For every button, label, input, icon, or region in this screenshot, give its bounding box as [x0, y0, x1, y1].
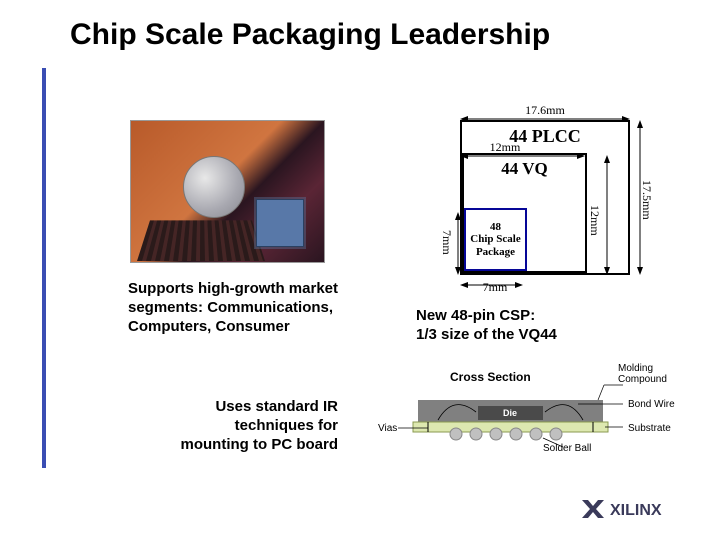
csp-line2: 1/3 size of the VQ44 — [416, 326, 557, 343]
page-title: Chip Scale Packaging Leadership — [0, 0, 720, 52]
csp-caption: New 48-pin CSP: 1/3 size of the VQ44 — [416, 307, 557, 345]
cross-section-diagram: Die — [368, 382, 678, 457]
accent-bar — [42, 68, 46, 468]
arrow-vq-h — [602, 155, 612, 275]
vq-box: 44 VQ 48 Chip Scale Package — [462, 153, 587, 273]
csp-line1: New 48-pin CSP: — [416, 307, 535, 324]
arrow-vq-w — [460, 151, 585, 161]
product-photo — [130, 120, 325, 263]
coin-dime — [183, 156, 245, 218]
wafer-texture — [137, 220, 265, 261]
csp-label: 48 Chip Scale Package — [470, 221, 520, 259]
support-caption: Supports high-growth market segments: Co… — [128, 280, 338, 336]
csp-box: 48 Chip Scale Package — [464, 208, 527, 271]
label-solderball: Solder Ball — [543, 444, 591, 455]
svg-text:Die: Die — [503, 408, 517, 418]
dim-vq-h: 12mm — [590, 205, 602, 236]
label-molding: Molding Compound — [618, 364, 667, 385]
label-bondwire: Bond Wire — [628, 400, 675, 411]
label-substrate: Substrate — [628, 424, 671, 435]
arrow-csp-w — [460, 280, 523, 290]
vq-label: 44 VQ — [464, 159, 585, 179]
svg-text:XILINX: XILINX — [610, 502, 662, 519]
label-vias: Vias — [378, 424, 397, 435]
xilinx-logo: XILINX — [580, 498, 690, 520]
arrow-plcc-h — [635, 120, 645, 275]
package-size-diagram: 44 PLCC 44 VQ 48 Chip Scale Package 17.6… — [380, 100, 660, 295]
ir-caption: Uses standard IR techniques for mounting… — [168, 398, 338, 454]
arrow-csp-h — [453, 212, 463, 275]
csp-chip — [256, 199, 304, 247]
arrow-plcc-w — [460, 114, 630, 124]
